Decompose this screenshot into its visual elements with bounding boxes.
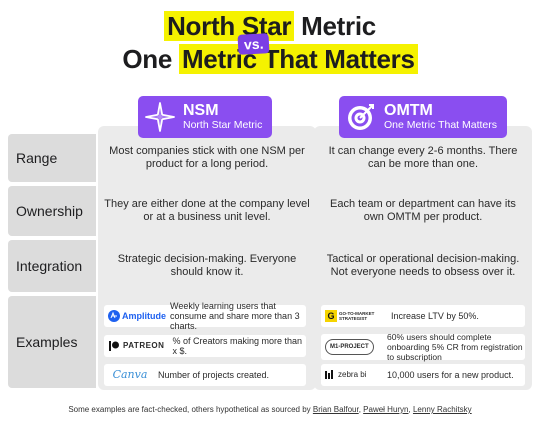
zebra-icon xyxy=(325,370,333,379)
gtm-icon: G xyxy=(325,310,337,322)
zebra-bi-logo: zebra bi xyxy=(325,370,381,380)
example-zebra-bi: zebra bi 10,000 users for a new product. xyxy=(321,364,525,386)
example-amplitude: Amplitude Weekly learning users that con… xyxy=(104,301,306,331)
title-highlight-north-star: North Star xyxy=(164,11,295,41)
patreon-wordmark: PATREON xyxy=(123,341,165,350)
footer-prefix: Some examples are fact-checked, others h… xyxy=(68,405,313,414)
example-text: 60% users should complete onboarding 5% … xyxy=(387,332,523,362)
integration-nsm-cell: Strategic decision-making. Everyone shou… xyxy=(117,253,297,278)
star-icon xyxy=(142,99,178,135)
title-line-2: One Metric That Matters xyxy=(0,43,540,76)
target-icon xyxy=(343,99,379,135)
vs-badge: vs. xyxy=(237,33,270,55)
patreon-icon xyxy=(109,341,119,351)
ownership-nsm-cell: They are either done at the company leve… xyxy=(104,198,310,223)
row-label-integration: Integration xyxy=(8,240,96,292)
source-link-pawel-huryn[interactable]: Paweł Huryn xyxy=(363,405,409,414)
integration-omtm-cell: Tactical or operational decision-making.… xyxy=(326,253,520,278)
row-label-ownership: Ownership xyxy=(8,186,96,236)
example-text: Weekly learning users that consume and s… xyxy=(170,301,300,331)
canva-logo: Canva xyxy=(108,368,152,381)
amplitude-logo: Amplitude xyxy=(108,310,166,322)
source-link-lenny-rachitsky[interactable]: Lenny Rachitsky xyxy=(412,405,472,414)
example-text: 10,000 users for a new product. xyxy=(387,370,514,380)
m1-project-wordmark: M1-PROJECT xyxy=(325,339,374,355)
title-highlight-omtm: Metric That Matters xyxy=(178,44,418,74)
example-m1-project: M1-PROJECT 60% users should complete onb… xyxy=(321,332,525,362)
m1-project-logo: M1-PROJECT xyxy=(325,339,381,355)
example-canva: Canva Number of projects created. xyxy=(104,364,306,386)
example-patreon: PATREON % of Creators making more than x… xyxy=(104,335,306,357)
source-link-brian-balfour[interactable]: Brian Balfour xyxy=(312,405,359,414)
example-text: Number of projects created. xyxy=(158,370,270,380)
omtm-header: OMTM One Metric That Matters xyxy=(339,96,507,138)
example-text: Increase LTV by 50%. xyxy=(391,311,479,321)
omtm-abbr: OMTM xyxy=(384,102,433,119)
footer-separator: , xyxy=(408,405,413,414)
amplitude-icon xyxy=(108,310,120,322)
amplitude-wordmark: Amplitude xyxy=(122,311,166,321)
title-line2-lead: One xyxy=(122,44,179,74)
range-omtm-cell: It can change every 2-6 months. There ca… xyxy=(328,145,518,170)
row-label-range: Range xyxy=(8,134,96,182)
title-line1-rest: Metric xyxy=(294,11,376,41)
nsm-abbr: NSM xyxy=(183,102,219,119)
canva-wordmark: Canva xyxy=(112,368,148,381)
omtm-name: One Metric That Matters xyxy=(384,119,498,131)
row-label-examples: Examples xyxy=(8,296,96,388)
zebra-bi-wordmark: zebra bi xyxy=(338,370,367,379)
page-title: North Star Metric One Metric That Matter… xyxy=(0,10,540,76)
example-text: % of Creators making more than x $. xyxy=(172,336,302,356)
footer-separator: , xyxy=(358,405,364,414)
footer-note: Some examples are fact-checked, others h… xyxy=(0,405,540,414)
example-go-to-market-strategist: G GO-TO-MARKET STRATEGIST Increase LTV b… xyxy=(321,305,525,327)
title-line-1: North Star Metric xyxy=(0,10,540,43)
patreon-logo: PATREON xyxy=(108,340,164,352)
ownership-omtm-cell: Each team or department can have its own… xyxy=(330,198,516,223)
range-nsm-cell: Most companies stick with one NSM per pr… xyxy=(109,145,305,170)
nsm-name: North Star Metric xyxy=(183,119,263,131)
gtm-wordmark: GO-TO-MARKET STRATEGIST xyxy=(339,311,375,321)
gtm-logo: G GO-TO-MARKET STRATEGIST xyxy=(325,310,385,322)
nsm-header: NSM North Star Metric xyxy=(138,96,272,138)
